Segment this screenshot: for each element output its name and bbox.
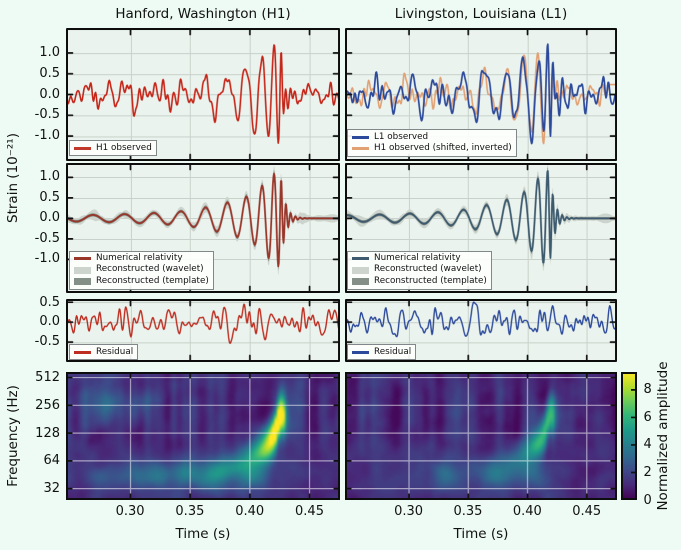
y-tick-label-residual: -0.5 <box>34 334 60 350</box>
legend-label-h1-shifted: H1 observed (shifted, inverted) <box>374 142 512 153</box>
legend-l1-reconstruction: Numerical relativity Reconstructed (wave… <box>347 250 492 290</box>
y-tick-label-observed: -1.0 <box>34 128 60 144</box>
y-tick-label-observed: 0.0 <box>39 86 60 102</box>
legend-h1-residual: Residual <box>69 344 139 361</box>
legend-l1-residual: Residual <box>347 344 417 361</box>
x-tick-label: 0.30 <box>115 504 145 519</box>
y-tick-label-frequency: 64 <box>43 453 60 469</box>
y-tick-label-frequency: 512 <box>35 370 60 386</box>
colorbar-tick-label: 8 <box>643 382 652 398</box>
x-tick-label: 0.30 <box>394 504 424 519</box>
h1-observed-line-swatch <box>74 146 91 150</box>
colorbar-label: Normalized amplitude <box>655 361 671 511</box>
h1-shifted-line-swatch <box>352 147 369 150</box>
y-tick-label-frequency: 32 <box>43 481 60 497</box>
legend-label-h1-observed: H1 observed <box>96 142 152 153</box>
x-tick-label: 0.45 <box>572 504 602 519</box>
x-axis-label-time-left: Time (s) <box>175 526 231 542</box>
residual-line-swatch <box>352 350 369 354</box>
x-tick-label: 0.45 <box>295 504 324 519</box>
y-tick-label-observed: -0.5 <box>34 107 60 123</box>
y-tick-label-observed: 0.5 <box>39 66 60 82</box>
legend-label-residual-l1: Residual <box>374 346 412 357</box>
residual-line-swatch <box>74 350 91 354</box>
y-tick-label-reconstruction: -0.5 <box>34 230 60 246</box>
legend-label-template-l1: Reconstructed (template) <box>374 275 487 286</box>
legend-l1-observed: L1 observed H1 observed (shifted, invert… <box>347 129 517 157</box>
numerical-relativity-line-swatch <box>74 257 91 260</box>
reconstructed-template-patch-swatch <box>74 278 91 286</box>
legend-label-l1-observed: L1 observed <box>374 131 429 142</box>
panel-h1-observed <box>65 28 340 161</box>
y-tick-label-frequency: 128 <box>35 425 60 441</box>
reconstructed-wavelet-patch-swatch <box>74 266 91 274</box>
y-tick-label-reconstruction: 0.0 <box>39 210 60 226</box>
colorbar-tick-label: 4 <box>643 437 652 453</box>
y-tick-label-observed: 1.0 <box>39 45 60 61</box>
title-livingston: Livingston, Louisiana (L1) <box>394 6 568 22</box>
legend-label-wavelet-h1: Reconstructed (wavelet) <box>96 264 204 275</box>
y-tick-label-reconstruction: 0.5 <box>39 189 60 205</box>
l1-observed-line-swatch <box>352 135 369 139</box>
colorbar <box>620 372 637 500</box>
x-tick-label: 0.40 <box>235 504 265 519</box>
title-hanford: Hanford, Washington (H1) <box>115 6 291 22</box>
legend-label-template-h1: Reconstructed (template) <box>96 275 209 286</box>
colorbar-tick-label: 0 <box>643 492 652 508</box>
numerical-relativity-line-swatch <box>352 257 369 260</box>
y-tick-label-reconstruction: -1.0 <box>34 251 60 267</box>
panel-l1-spectrogram <box>344 372 617 500</box>
panel-h1-spectrogram <box>65 372 340 500</box>
colorbar-tick-label: 2 <box>643 464 652 480</box>
colorbar-tick-label: 6 <box>643 409 652 425</box>
legend-label-residual-h1: Residual <box>96 346 134 357</box>
legend-label-numrel-l1: Numerical relativity <box>374 253 461 263</box>
x-tick-label: 0.40 <box>512 504 542 519</box>
y-tick-label-reconstruction: 1.0 <box>39 169 60 185</box>
legend-label-wavelet-l1: Reconstructed (wavelet) <box>374 264 482 275</box>
legend-h1-reconstruction: Numerical relativity Reconstructed (wave… <box>69 250 214 290</box>
legend-h1-observed: H1 observed <box>69 140 157 157</box>
reconstructed-wavelet-patch-swatch <box>352 266 369 274</box>
x-axis-label-time-right: Time (s) <box>453 526 509 542</box>
y-tick-label-residual: 0.5 <box>39 294 60 310</box>
legend-label-numrel-h1: Numerical relativity <box>96 253 183 263</box>
y-tick-label-frequency: 256 <box>35 397 60 413</box>
y-tick-label-residual: 0.0 <box>39 314 60 330</box>
reconstructed-template-patch-swatch <box>352 278 369 286</box>
x-tick-label: 0.35 <box>175 504 205 519</box>
x-tick-label: 0.35 <box>453 504 483 519</box>
